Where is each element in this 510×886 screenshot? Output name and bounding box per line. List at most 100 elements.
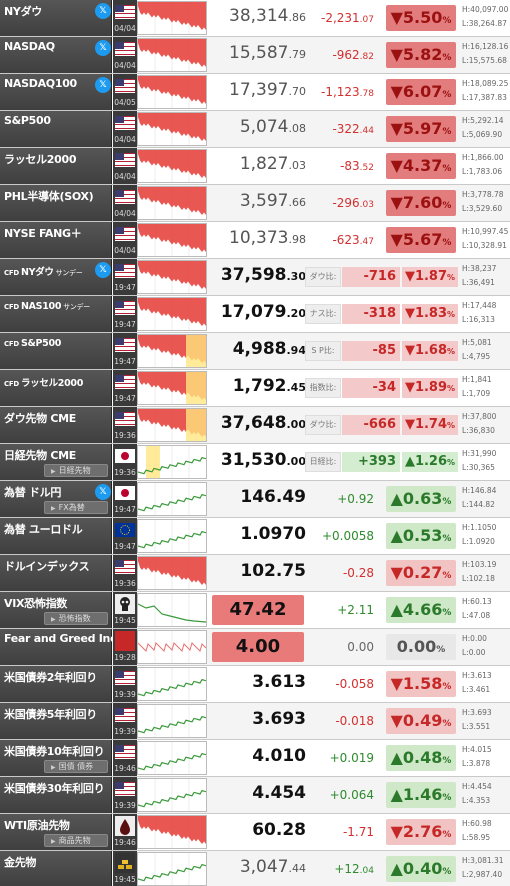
ticker-row[interactable]: 米国債券30年利回り 19:39 4.454 +0.064 ▲1.46% H:4.454 L…: [0, 777, 510, 814]
ticker-row[interactable]: NASDAQ 𝕏 04/04 15,587.79 -962.82 ▼5.82% H:16,1…: [0, 37, 510, 74]
ticker-row[interactable]: NASDAQ100 𝕏 04/05 17,397.70 -1,123.78 ▼6.07% H…: [0, 74, 510, 111]
ticker-label-panel[interactable]: NYSE FANG＋: [0, 222, 112, 258]
ticker-label-panel[interactable]: WTI原油先物 ▶ 商品先物: [0, 814, 112, 850]
ticker-label-panel[interactable]: ドルインデックス: [0, 555, 112, 591]
sparkline-chart[interactable]: [137, 778, 207, 812]
sparkline-chart[interactable]: [137, 38, 207, 72]
ticker-name-text: PHL半導体(SOX): [4, 190, 94, 203]
pct-value: ▼1.87: [404, 269, 448, 284]
pct-value: ▼4.37: [390, 156, 443, 175]
update-time: 04/04: [114, 246, 136, 255]
sparkline-chart[interactable]: [137, 445, 207, 479]
ticker-label-panel[interactable]: VIX恐怖指数 ▶ 恐怖指数: [0, 592, 112, 628]
ticker-row[interactable]: 為替 ユーロドル 19:47 1.0970 +0.0058 ▲0.53% H:1.1050…: [0, 518, 510, 555]
ticker-row[interactable]: S&P500 04/04 5,074.08 -322.44 ▼5.97% H:5,292.…: [0, 111, 510, 148]
ticker-label-panel[interactable]: Fear and Greed Index: [0, 629, 132, 665]
ticker-label-panel[interactable]: NYダウ 𝕏: [0, 0, 112, 36]
ticker-label-panel[interactable]: 為替 ドル円 ▶ FX為替 𝕏: [0, 481, 112, 517]
ticker-label-panel[interactable]: NASDAQ 𝕏: [0, 37, 112, 73]
category-button[interactable]: ▶ 日経先物: [44, 464, 108, 477]
ticker-row[interactable]: 為替 ドル円 ▶ FX為替 𝕏 19:47 146.49 +0.92 ▲0.63% H:146.…: [0, 481, 510, 518]
sparkline-chart[interactable]: [137, 519, 207, 553]
sparkline-chart[interactable]: [137, 371, 207, 405]
sparkline-chart[interactable]: [137, 75, 207, 109]
sparkline-chart[interactable]: [137, 149, 207, 183]
sparkline-chart[interactable]: [137, 186, 207, 220]
ticker-row[interactable]: ダウ先物 CME 19:36 37,648.00 ダウ比: -666 ▼1.74% H:37…: [0, 407, 510, 444]
x-share-icon[interactable]: 𝕏: [95, 77, 111, 93]
ticker-label-panel[interactable]: 日経先物 CME ▶ 日経先物: [0, 444, 112, 480]
sparkline-chart[interactable]: [137, 334, 207, 368]
ticker-label-panel[interactable]: 米国債券2年利回り: [0, 666, 112, 702]
ticker-row[interactable]: 米国債券10年利回り ▶ 国債 債券 19:46 4.010 +0.019 ▲0.48% H:…: [0, 740, 510, 777]
ticker-row[interactable]: ドルインデックス 19:36 102.75 -0.28 ▼0.27% H:103.19 L:…: [0, 555, 510, 592]
sparkline-chart[interactable]: [137, 1, 207, 35]
us-flag-icon: [115, 261, 135, 281]
sparkline-chart[interactable]: [137, 482, 207, 516]
ticker-name-text: NASDAQ100: [4, 77, 77, 90]
ticker-row[interactable]: Fear and Greed Index 19:28 4.00 0.00 0.00% H:…: [0, 629, 510, 666]
fg-flag-icon: [115, 631, 135, 651]
ticker-row[interactable]: NYダウ 𝕏 04/04 38,314.86 -2,231.07 ▼5.50% H:40,0…: [0, 0, 510, 37]
ticker-row[interactable]: PHL半導体(SOX) 04/04 3,597.66 -296.03 ▼7.60% H:3…: [0, 185, 510, 222]
category-button[interactable]: ▶ 商品先物: [44, 834, 108, 847]
ticker-row[interactable]: CFD S&P500 19:47 4,988.94 S P比: -85 ▼1.68% H:5…: [0, 333, 510, 370]
x-share-icon[interactable]: 𝕏: [95, 3, 111, 19]
ticker-row[interactable]: CFD NAS100 サンデー 19:47 17,079.20 ナス比: -318 ▼1.8…: [0, 296, 510, 333]
change-int: 0.00: [347, 640, 374, 654]
ticker-label-panel[interactable]: ラッセル2000: [0, 148, 112, 184]
ticker-label-panel[interactable]: ダウ先物 CME: [0, 407, 112, 443]
ticker-label-panel[interactable]: PHL半導体(SOX): [0, 185, 112, 221]
change-value: -1,123.78: [306, 85, 374, 99]
sparkline-chart[interactable]: [137, 667, 207, 701]
high-low: H:60.13 L:47.08: [462, 595, 508, 623]
sparkline-chart[interactable]: [137, 556, 207, 590]
sparkline-chart[interactable]: [137, 112, 207, 146]
ticker-label-panel[interactable]: 為替 ユーロドル: [0, 518, 112, 554]
category-button[interactable]: ▶ 恐怖指数: [44, 612, 108, 625]
sparkline-chart[interactable]: [137, 593, 207, 627]
ticker-row[interactable]: CFD ラッセル2000 19:47 1,792.45 指数比: -34 ▼1.89% H:…: [0, 370, 510, 407]
category-button[interactable]: ▶ 国債 債券: [44, 760, 108, 773]
ticker-row[interactable]: NYSE FANG＋ 04/04 10,373.98 -623.47 ▼5.67% H:1…: [0, 222, 510, 259]
ticker-label-panel[interactable]: S&P500: [0, 111, 112, 147]
high-value: H:18,089.25: [462, 79, 509, 88]
ticker-row[interactable]: CFD NYダウ サンデー 𝕏 19:47 37,598.30 ダウ比: -716 ▼1.87…: [0, 259, 510, 296]
sparkline-chart[interactable]: [137, 815, 207, 849]
update-time: 19:47: [114, 505, 136, 514]
ticker-label-panel[interactable]: 米国債券30年利回り: [0, 777, 112, 813]
ticker-label-panel[interactable]: CFD ラッセル2000: [0, 370, 112, 406]
sparkline-chart[interactable]: [137, 741, 207, 775]
x-share-icon[interactable]: 𝕏: [95, 484, 111, 500]
ticker-row[interactable]: 米国債券2年利回り 19:39 3.613 -0.058 ▼1.58% H:3.613 L:…: [0, 666, 510, 703]
sparkline-chart[interactable]: [137, 260, 207, 294]
ticker-label-panel[interactable]: 米国債券10年利回り ▶ 国債 債券: [0, 740, 112, 776]
compare-diff: -666: [342, 415, 400, 435]
sparkline-chart[interactable]: [137, 704, 207, 738]
x-share-icon[interactable]: 𝕏: [95, 262, 111, 278]
ticker-row[interactable]: ラッセル2000 04/04 1,827.03 -83.52 ▼4.37% H:1,866…: [0, 148, 510, 185]
ticker-label-panel[interactable]: 米国債券5年利回り: [0, 703, 112, 739]
ticker-label-panel[interactable]: CFD NAS100 サンデー: [0, 296, 112, 332]
ticker-label-panel[interactable]: NASDAQ100 𝕏: [0, 74, 112, 110]
pct-unit: %: [442, 830, 452, 840]
sparkline-chart[interactable]: [137, 630, 207, 664]
ticker-row[interactable]: WTI原油先物 ▶ 商品先物 19:46 60.28 -1.71 ▼2.76% H:60.98…: [0, 814, 510, 851]
sparkline-chart[interactable]: [137, 408, 207, 442]
category-button[interactable]: ▶ FX為替: [44, 501, 108, 514]
sparkline-chart[interactable]: [137, 297, 207, 331]
ticker-label-panel[interactable]: 金先物: [0, 851, 112, 886]
ticker-row[interactable]: 金先物 19:45 3,047.44 +12.04 ▲0.40% H:3,081.31 L:…: [0, 851, 510, 886]
pct-unit: %: [442, 756, 452, 766]
ticker-row[interactable]: 日経先物 CME ▶ 日経先物 19:36 31,530.00 日経比: +393 ▲1.26…: [0, 444, 510, 481]
ticker-row[interactable]: VIX恐怖指数 ▶ 恐怖指数 19:45 47.42 +2.11 ▲4.66% H:60.13…: [0, 592, 510, 629]
ticker-row[interactable]: 米国債券5年利回り 19:39 3.693 -0.018 ▼0.49% H:3.693 L:…: [0, 703, 510, 740]
ticker-name: Fear and Greed Index: [4, 632, 132, 645]
ticker-name: ラッセル2000: [4, 151, 77, 167]
sparkline-chart[interactable]: [137, 852, 207, 886]
ticker-label-panel[interactable]: CFD S&P500: [0, 333, 112, 369]
x-share-icon[interactable]: 𝕏: [95, 40, 111, 56]
compare-label: S P比:: [305, 341, 341, 361]
ticker-label-panel[interactable]: CFD NYダウ サンデー 𝕏: [0, 259, 112, 295]
sparkline-chart[interactable]: [137, 223, 207, 257]
